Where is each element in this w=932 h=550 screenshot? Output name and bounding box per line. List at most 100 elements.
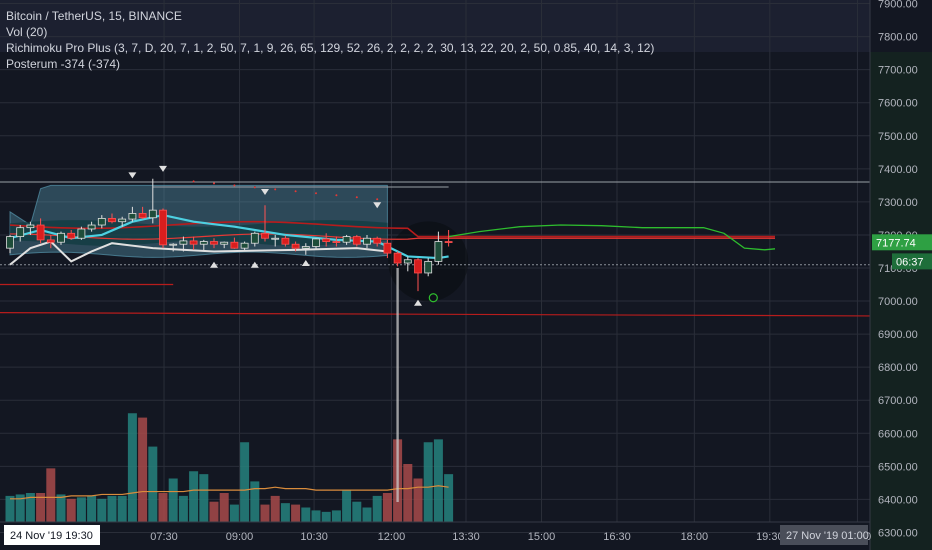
candle	[138, 206, 147, 220]
countdown-tag	[892, 253, 932, 270]
candle	[26, 221, 35, 235]
candle	[77, 226, 86, 240]
volume-bar	[209, 501, 219, 522]
dot-marker	[315, 192, 317, 195]
chart-legend: Bitcoin / TetherUS, 15, BINANCE Vol (20)…	[6, 8, 654, 72]
candle	[363, 234, 371, 249]
volume-bar	[352, 501, 362, 522]
candle-body	[189, 240, 198, 245]
candle	[36, 218, 45, 244]
time-axis[interactable]: 07:30 09:00 10:30 12:00 13:30 15:00 16:30 18:00…	[0, 521, 871, 545]
chart-header-band	[0, 0, 870, 52]
candle	[6, 234, 14, 254]
volume-bars	[5, 413, 454, 522]
y-tick-label: 6500.00	[878, 461, 918, 473]
candle	[434, 231, 443, 265]
x-tick-label: 18:00	[681, 531, 709, 543]
future-cloud-line	[448, 224, 776, 251]
candle	[179, 236, 188, 252]
candle-body	[373, 237, 382, 244]
volume-bar	[240, 442, 250, 522]
volume-bar	[56, 494, 66, 522]
candle-body	[363, 237, 371, 245]
candle-body	[36, 224, 45, 241]
volume-bar	[36, 493, 46, 522]
indicator-richimoku-label[interactable]: Richimoku Pro Plus (3, 7, D, 20, 7, 1, 2…	[6, 41, 655, 55]
candle-body	[77, 228, 86, 239]
y-tick-label: 6800.00	[878, 362, 918, 374]
volume-bar	[66, 498, 76, 522]
x-tick-label: 19:30	[756, 531, 784, 543]
x-tick-label: 10:30	[300, 531, 328, 543]
y-tick-label: 7500.00	[878, 131, 918, 143]
volume-bar	[280, 503, 290, 522]
candle-body	[312, 238, 320, 247]
volume-bar	[127, 413, 137, 522]
candle-body	[240, 242, 249, 249]
candle	[322, 233, 331, 247]
candle-body	[414, 259, 422, 274]
sell-signal-marker	[373, 202, 382, 209]
candle	[444, 229, 453, 247]
volume-bar	[311, 510, 321, 522]
volume-bar	[433, 439, 443, 522]
buy-signal-marker	[250, 261, 259, 268]
candle	[342, 234, 351, 245]
cloud-inner-band	[10, 220, 388, 246]
candle-body	[332, 241, 341, 243]
sell-signal-marker	[261, 188, 269, 195]
y-tick-label: 7900.00	[878, 0, 918, 11]
price-axis[interactable]: 7900.00 7800.00 7700.00 7600.00 7500.00 7400.…	[869, 0, 932, 550]
senkou-line	[9, 233, 775, 240]
y-tick-label: 6900.00	[878, 329, 918, 341]
volume-bar	[372, 495, 382, 522]
candle-body	[108, 218, 116, 223]
volume-bar	[260, 504, 270, 522]
x-tick-label: 16:30	[603, 531, 631, 543]
volume-bar	[199, 474, 209, 522]
volume-bar	[423, 442, 433, 522]
y-tick-label: 7700.00	[878, 65, 918, 77]
symbol-title[interactable]: Bitcoin / TetherUS, 15, BINANCE	[6, 9, 182, 23]
candle-body	[383, 242, 392, 254]
dot-marker	[274, 188, 277, 191]
volume-bar	[97, 498, 107, 522]
y-tick-label: 7400.00	[878, 164, 918, 176]
dot-marker	[213, 182, 215, 185]
candle-body	[159, 209, 167, 246]
candle-body	[179, 240, 188, 245]
volume-bar	[331, 510, 341, 522]
indicator-posterum-label[interactable]: Posterum -374 (-374)	[6, 57, 121, 71]
candle-body	[210, 241, 218, 245]
indicator-volume-label[interactable]: Vol (20)	[6, 25, 48, 39]
x-tick-label: 13:30	[452, 531, 480, 543]
y-tick-label: 7300.00	[878, 197, 918, 209]
candle	[87, 221, 96, 232]
candle-body	[393, 252, 402, 264]
x-tick-label: 15:00	[528, 531, 556, 543]
dot-marker	[253, 186, 256, 189]
volume-bar	[250, 481, 260, 522]
candle-body	[434, 241, 443, 262]
candle-body	[138, 213, 147, 219]
buy-signal-marker	[414, 299, 422, 306]
candle-body	[261, 232, 269, 239]
candle-body	[118, 218, 127, 223]
volume-bar	[46, 468, 56, 522]
volume-bar	[148, 446, 158, 522]
volume-bar	[168, 478, 178, 522]
volume-bar	[178, 495, 188, 522]
candlesticks	[6, 178, 453, 502]
y-tick-label: 7000.00	[878, 296, 918, 308]
candle	[230, 237, 239, 249]
candle	[281, 235, 290, 247]
volume-bar	[413, 478, 423, 522]
y-tick-label: 6700.00	[878, 395, 918, 407]
candle-body	[281, 237, 290, 245]
y-axis-band	[870, 52, 932, 550]
candle	[57, 231, 65, 245]
last-price-tag	[872, 234, 932, 251]
candle-body	[301, 246, 310, 249]
candle-body	[424, 260, 433, 274]
